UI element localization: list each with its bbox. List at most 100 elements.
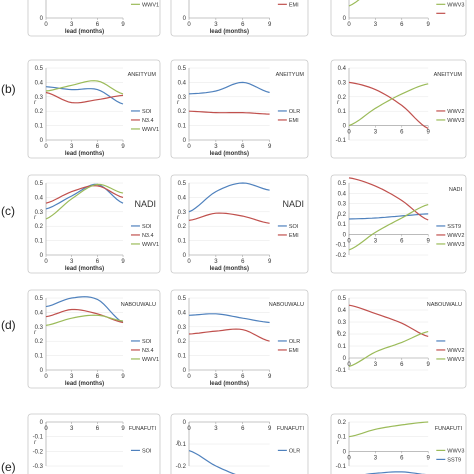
y-tick-label: 0.2 [338, 420, 347, 426]
row-label-d: (d) [1, 318, 16, 332]
y-tick-label: 0.3 [178, 325, 187, 331]
legend-label: OLR [289, 109, 300, 115]
station-label: NABOUWALU [427, 302, 462, 308]
y-axis-symbol: r [177, 440, 180, 446]
x-tick-label: 9 [427, 22, 431, 28]
y-tick-label: 0 [40, 420, 44, 426]
x-tick-label: 9 [427, 455, 431, 461]
chart-panel-3-1: 0.5 0.4 0.3 0.2 0.1 00 3 6 9 lead (months) r NABOUW… [170, 289, 309, 389]
y-tick-label: 0.4 [338, 66, 347, 72]
y-tick-label: 0 [343, 356, 347, 362]
x-tick-label: 9 [121, 22, 125, 28]
chart-panel-0-2: 0.100369rWWV3 [330, 0, 467, 37]
panel-frame [27, 289, 161, 389]
series-line-olr [188, 81, 270, 95]
x-tick-label: 0 [187, 426, 191, 432]
y-tick-label: 0.4 [35, 80, 44, 86]
legend-label: SST9 [447, 224, 461, 230]
series-line-olr [188, 313, 270, 324]
panel-frame [330, 289, 467, 389]
series-line-wwv1 [45, 314, 124, 326]
y-axis-symbol: r [34, 100, 37, 106]
y-tick-label: 0.5 [178, 66, 187, 72]
x-tick-label: 0 [187, 144, 191, 150]
y-tick-label: 0.2 [35, 109, 44, 115]
y-tick-label: -0.1 [336, 138, 347, 144]
x-tick-label: 3 [374, 455, 378, 461]
station-label: ANEITYUM [128, 72, 157, 78]
series-line-sst9 [364, 471, 427, 474]
y-tick-label: 0.5 [35, 296, 44, 302]
station-label: NADI [282, 199, 304, 209]
x-tick-label: 3 [70, 259, 74, 265]
y-tick-label: 0.2 [338, 332, 347, 338]
y-tick-label: 0.4 [35, 310, 44, 316]
station-label: FUNAFUTI [435, 426, 463, 432]
y-tick-label: 0 [343, 124, 347, 130]
chart-panel-1-0: 0.5 0.4 0.3 0.2 0.1 00 3 6 9 lead (months) r ANEITY… [27, 59, 161, 159]
station-label: NADI [449, 187, 463, 193]
y-tick-label: 0.1 [178, 124, 187, 130]
y-axis-symbol: r [177, 100, 180, 106]
legend-label: WWV2 [447, 109, 464, 115]
station-label: NABOUWALU [121, 302, 156, 308]
x-tick-label: 9 [268, 426, 272, 432]
station-label: ANEITYUM [276, 72, 305, 78]
y-tick-label: 0 [40, 253, 44, 259]
x-tick-label: 0 [347, 130, 351, 136]
y-axis-symbol: r [34, 215, 37, 221]
x-tick-label: 0 [44, 374, 48, 380]
y-tick-label: 0 [183, 16, 187, 22]
legend-label: EMI [289, 233, 299, 239]
legend-label: WWV1 [142, 2, 159, 8]
x-tick-label: 9 [121, 259, 125, 265]
series-line-emi [188, 110, 270, 115]
y-tick-label: -0.1 [336, 243, 347, 249]
station-label: FUNAFUTI [129, 426, 157, 432]
y-tick-label: 0.5 [338, 181, 347, 187]
y-tick-label: 0.4 [178, 310, 187, 316]
x-tick-label: 3 [374, 22, 378, 28]
x-axis-title: lead (months) [65, 266, 104, 272]
chart-panel-2-0: 0.5 0.4 0.3 0.2 0.1 00 3 6 9 lead (months) r NADI SO… [27, 174, 161, 274]
x-tick-label: 0 [347, 22, 351, 28]
x-tick-label: 9 [121, 374, 125, 380]
x-tick-label: 3 [374, 362, 378, 368]
chart-panel-2-1: 0.5 0.4 0.3 0.2 0.1 00 3 6 9 lead (months) r NADI SO… [170, 174, 309, 274]
x-tick-label: 3 [214, 22, 218, 28]
series-line-wwv3 [348, 204, 429, 251]
series-line-soi [45, 183, 124, 210]
y-tick-label: -0.1 [336, 368, 347, 374]
y-tick-label: 0.1 [35, 354, 44, 360]
y-tick-label: -0.2 [336, 253, 347, 259]
y-tick-label: 0.3 [35, 325, 44, 331]
y-tick-label: 0.4 [338, 191, 347, 197]
series-line-wwv3 [348, 83, 429, 127]
chart-panel-1-1: 0.5 0.4 0.3 0.2 0.1 00 3 6 9 lead (months) r ANEITY… [170, 59, 309, 159]
x-tick-label: 6 [241, 144, 245, 150]
y-tick-label: 0.2 [338, 212, 347, 218]
y-tick-label: 0.2 [338, 95, 347, 101]
y-tick-label: 0.1 [338, 435, 347, 441]
x-tick-label: 6 [400, 362, 404, 368]
y-tick-label: 0.1 [178, 354, 187, 360]
x-tick-label: 3 [70, 374, 74, 380]
legend-label: SOI [142, 224, 152, 230]
y-axis-symbol: r [337, 100, 340, 106]
x-tick-label: 0 [347, 362, 351, 368]
y-tick-label: 0.3 [178, 95, 187, 101]
panel-frame [27, 59, 161, 159]
y-axis-symbol: r [337, 215, 340, 221]
legend-label: SOI [142, 339, 152, 345]
legend-label: WWV1 [142, 127, 159, 133]
x-tick-label: 9 [268, 144, 272, 150]
series-line-wwv3 [348, 421, 429, 438]
y-axis-symbol: r [337, 330, 340, 336]
x-tick-label: 3 [214, 374, 218, 380]
station-label: ANEITYUM [434, 72, 463, 78]
legend-label: N3.4 [142, 118, 154, 124]
x-tick-label: 3 [70, 22, 74, 28]
y-axis-symbol: r [337, 440, 340, 446]
